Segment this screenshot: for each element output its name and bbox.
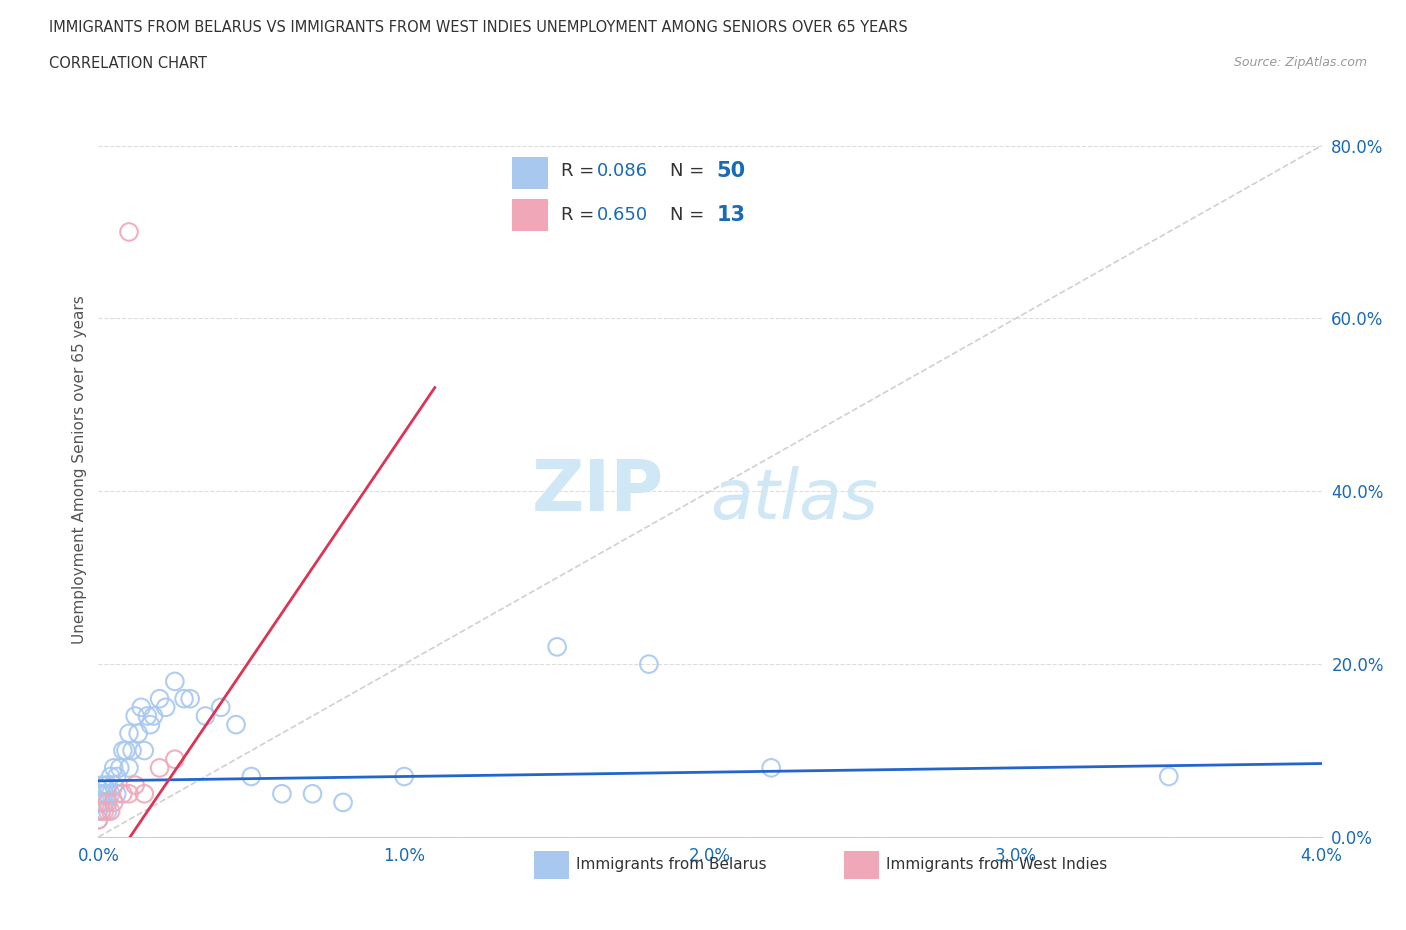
Point <box>87 787 110 802</box>
Text: 13: 13 <box>716 205 745 225</box>
Point <box>118 787 141 802</box>
Point <box>103 777 125 792</box>
Point <box>155 700 177 715</box>
Point <box>90 804 112 818</box>
Point <box>118 725 141 740</box>
Point <box>118 761 141 776</box>
Point <box>105 769 128 784</box>
Point <box>108 761 131 776</box>
Text: Source: ZipAtlas.com: Source: ZipAtlas.com <box>1233 56 1367 69</box>
Point <box>270 787 294 802</box>
Point <box>332 795 354 810</box>
Point <box>93 795 115 810</box>
Point <box>111 787 134 802</box>
Text: 0.650: 0.650 <box>598 206 648 224</box>
Point <box>100 804 122 818</box>
Text: CORRELATION CHART: CORRELATION CHART <box>49 56 207 71</box>
Point <box>225 717 247 732</box>
Point <box>136 709 159 724</box>
Point <box>90 787 112 802</box>
Point <box>392 769 416 784</box>
Bar <box>512 199 548 232</box>
Point <box>124 777 146 792</box>
Point <box>134 743 156 758</box>
Point <box>97 804 120 818</box>
Text: Immigrants from Belarus: Immigrants from Belarus <box>576 857 768 872</box>
Point <box>103 761 125 776</box>
Point <box>179 691 201 706</box>
Point <box>301 787 323 802</box>
Point <box>124 709 146 724</box>
Point <box>1157 769 1180 784</box>
Point <box>121 743 143 758</box>
Point <box>97 795 120 810</box>
Point <box>100 787 122 802</box>
Point <box>90 795 112 810</box>
Point <box>129 700 152 715</box>
Y-axis label: Unemployment Among Seniors over 65 years: Unemployment Among Seniors over 65 years <box>72 296 87 644</box>
Text: R =: R = <box>561 162 599 179</box>
Point <box>637 657 661 671</box>
Point <box>90 777 112 792</box>
Text: Immigrants from West Indies: Immigrants from West Indies <box>886 857 1107 872</box>
Point <box>163 751 186 766</box>
Point <box>173 691 195 706</box>
Point <box>149 761 172 776</box>
Point <box>139 717 162 732</box>
Text: N =: N = <box>671 206 710 224</box>
Point <box>115 743 138 758</box>
Point <box>105 787 128 802</box>
Point <box>761 761 783 776</box>
Point <box>97 777 120 792</box>
Text: IMMIGRANTS FROM BELARUS VS IMMIGRANTS FROM WEST INDIES UNEMPLOYMENT AMONG SENIOR: IMMIGRANTS FROM BELARUS VS IMMIGRANTS FR… <box>49 20 908 35</box>
Point <box>149 691 172 706</box>
Point <box>87 795 110 810</box>
Text: atlas: atlas <box>710 467 877 534</box>
Point <box>100 769 122 784</box>
Point <box>546 640 568 655</box>
Text: 0.086: 0.086 <box>598 162 648 179</box>
Point <box>93 787 115 802</box>
Point <box>240 769 263 784</box>
Point <box>163 674 186 689</box>
Point <box>142 709 165 724</box>
Point <box>87 812 110 827</box>
Point <box>111 743 134 758</box>
Bar <box>512 157 548 190</box>
Point <box>194 709 217 724</box>
Point <box>134 787 156 802</box>
Text: ZIP: ZIP <box>531 457 664 525</box>
Point <box>118 224 141 239</box>
Point <box>93 804 115 818</box>
Point <box>209 700 232 715</box>
Point <box>127 725 149 740</box>
Point <box>97 787 120 802</box>
Point <box>103 795 125 810</box>
Point <box>90 804 112 818</box>
Text: 50: 50 <box>716 161 745 180</box>
Text: N =: N = <box>671 162 710 179</box>
Point <box>87 812 110 827</box>
Point <box>93 777 115 792</box>
Text: R =: R = <box>561 206 599 224</box>
Point <box>87 804 110 818</box>
